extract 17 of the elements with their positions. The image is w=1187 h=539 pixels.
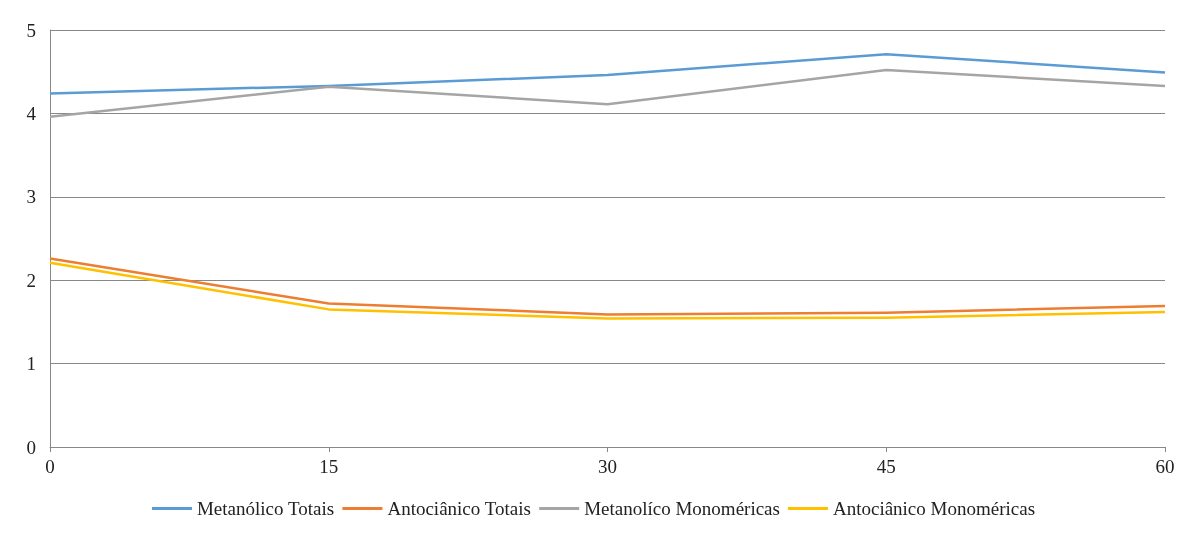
x-tick-label: 0 <box>45 456 55 477</box>
y-tick-label: 4 <box>26 102 37 124</box>
legend-label: Antociânico Totais <box>387 498 531 519</box>
x-tick-label: 15 <box>319 456 339 477</box>
y-tick-label: 2 <box>26 269 36 291</box>
x-tick-label: 60 <box>1155 456 1175 477</box>
line-series <box>48 68 1167 118</box>
legend-label: Metanolíco Monoméricas <box>584 498 780 519</box>
y-tick-label: 1 <box>26 353 36 375</box>
y-tick-label: 0 <box>26 436 36 458</box>
legend-label: Metanólico Totais <box>196 498 335 519</box>
line-series <box>48 52 1167 95</box>
y-tick-label: 3 <box>26 186 36 208</box>
y-tick-label: 5 <box>26 19 36 41</box>
x-tick-label: 30 <box>598 456 617 477</box>
x-tick-label: 45 <box>876 456 896 477</box>
legend-label: Antociânico Monoméricas <box>832 498 1036 519</box>
